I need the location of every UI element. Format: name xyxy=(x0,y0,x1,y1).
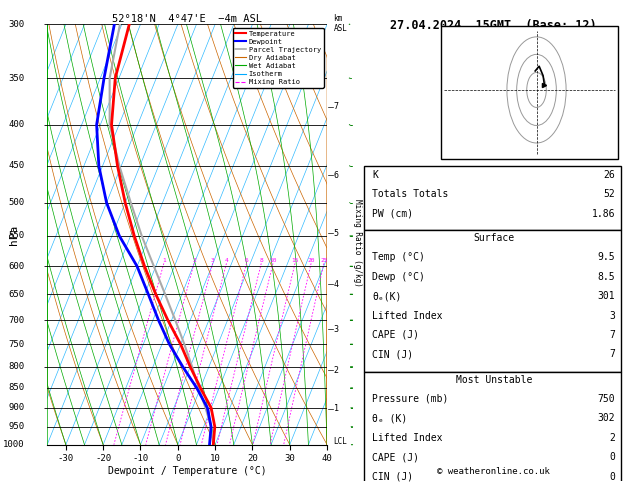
Text: 301: 301 xyxy=(598,291,615,301)
Bar xyxy=(364,372,621,486)
Text: Dewp (°C): Dewp (°C) xyxy=(372,272,425,282)
Text: 5: 5 xyxy=(333,229,338,238)
Text: 1000: 1000 xyxy=(3,440,25,449)
Text: 20: 20 xyxy=(308,259,315,263)
Text: 7: 7 xyxy=(610,349,615,360)
Text: 400: 400 xyxy=(9,120,25,129)
Text: Pressure (mb): Pressure (mb) xyxy=(372,394,448,404)
Text: 7: 7 xyxy=(610,330,615,340)
Text: 1: 1 xyxy=(333,404,338,413)
Text: km
ASL: km ASL xyxy=(333,14,347,33)
Text: 302: 302 xyxy=(598,414,615,423)
Text: 6: 6 xyxy=(245,259,248,263)
Text: 0: 0 xyxy=(610,471,615,482)
Text: CIN (J): CIN (J) xyxy=(372,471,413,482)
Text: 4: 4 xyxy=(333,280,338,289)
Text: 0: 0 xyxy=(610,452,615,462)
Text: 27.04.2024  15GMT  (Base: 12): 27.04.2024 15GMT (Base: 12) xyxy=(391,19,597,32)
Text: 300: 300 xyxy=(9,20,25,29)
Text: 3: 3 xyxy=(333,325,338,333)
Title: 52°18'N  4°47'E  −4m ASL: 52°18'N 4°47'E −4m ASL xyxy=(112,14,262,23)
Text: 900: 900 xyxy=(9,403,25,413)
Text: K: K xyxy=(372,170,378,180)
Text: 10: 10 xyxy=(269,259,277,263)
Bar xyxy=(441,26,618,159)
Bar xyxy=(364,166,621,230)
Text: 500: 500 xyxy=(9,198,25,207)
Text: LCL: LCL xyxy=(333,437,347,446)
X-axis label: Dewpoint / Temperature (°C): Dewpoint / Temperature (°C) xyxy=(108,466,267,476)
Text: kt: kt xyxy=(446,31,456,40)
Text: 750: 750 xyxy=(598,394,615,404)
Text: Lifted Index: Lifted Index xyxy=(372,311,443,321)
Text: 600: 600 xyxy=(9,262,25,271)
Text: 850: 850 xyxy=(9,383,25,392)
Text: 800: 800 xyxy=(9,362,25,371)
Text: 9.5: 9.5 xyxy=(598,252,615,262)
Text: Lifted Index: Lifted Index xyxy=(372,433,443,443)
Text: 450: 450 xyxy=(9,161,25,171)
Text: Totals Totals: Totals Totals xyxy=(372,189,448,199)
Text: 2: 2 xyxy=(333,366,338,375)
Text: CAPE (J): CAPE (J) xyxy=(372,330,420,340)
Text: Mixing Ratio (g/kg): Mixing Ratio (g/kg) xyxy=(353,199,362,287)
Legend: Temperature, Dewpoint, Parcel Trajectory, Dry Adiabat, Wet Adiabat, Isotherm, Mi: Temperature, Dewpoint, Parcel Trajectory… xyxy=(233,28,323,88)
Text: 7: 7 xyxy=(333,103,338,111)
Text: 52: 52 xyxy=(604,189,615,199)
Text: 1: 1 xyxy=(162,259,165,263)
Text: 26: 26 xyxy=(604,170,615,180)
Text: © weatheronline.co.uk: © weatheronline.co.uk xyxy=(437,468,550,476)
Text: Most Unstable: Most Unstable xyxy=(455,375,532,384)
Text: 750: 750 xyxy=(9,340,25,349)
Text: 6: 6 xyxy=(333,171,338,179)
Text: 8: 8 xyxy=(259,259,263,263)
Text: 2: 2 xyxy=(610,433,615,443)
Text: CIN (J): CIN (J) xyxy=(372,349,413,360)
Text: 950: 950 xyxy=(9,422,25,431)
Text: 3: 3 xyxy=(211,259,214,263)
Text: 1.86: 1.86 xyxy=(592,208,615,219)
Text: CAPE (J): CAPE (J) xyxy=(372,452,420,462)
Text: 550: 550 xyxy=(9,231,25,241)
Text: 700: 700 xyxy=(9,315,25,325)
Text: θₑ(K): θₑ(K) xyxy=(372,291,402,301)
Text: Surface: Surface xyxy=(473,233,515,243)
Text: 4: 4 xyxy=(225,259,228,263)
Text: 8.5: 8.5 xyxy=(598,272,615,282)
Text: 25: 25 xyxy=(320,259,328,263)
Text: hPa: hPa xyxy=(9,225,19,244)
Text: 15: 15 xyxy=(291,259,299,263)
Text: 650: 650 xyxy=(9,290,25,299)
Text: Temp (°C): Temp (°C) xyxy=(372,252,425,262)
Text: 3: 3 xyxy=(610,311,615,321)
Bar xyxy=(364,230,621,372)
Text: 350: 350 xyxy=(9,73,25,83)
Text: PW (cm): PW (cm) xyxy=(372,208,413,219)
Text: 2: 2 xyxy=(192,259,196,263)
Text: θₑ (K): θₑ (K) xyxy=(372,414,408,423)
